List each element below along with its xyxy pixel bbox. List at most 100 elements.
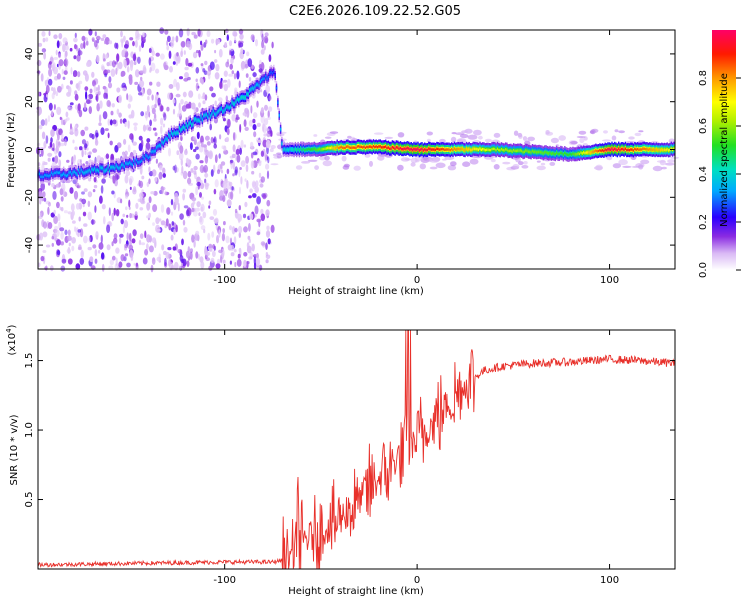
speckle-mark bbox=[261, 33, 264, 42]
speckle-mark bbox=[88, 236, 91, 243]
ridge-segment bbox=[201, 118, 204, 121]
ridge-segment bbox=[511, 150, 513, 153]
ridge-segment bbox=[367, 145, 369, 149]
ridge-segment bbox=[568, 153, 570, 157]
ridge-segment bbox=[565, 153, 567, 156]
speckle-mark bbox=[214, 72, 220, 80]
speckle-mark bbox=[153, 190, 158, 196]
speckle-mark bbox=[110, 68, 116, 78]
speckle-mark bbox=[204, 172, 209, 178]
ridge-segment bbox=[193, 118, 196, 121]
ridge-segment bbox=[81, 171, 84, 174]
speckle-mark bbox=[66, 159, 70, 163]
speckle-mark bbox=[224, 187, 227, 196]
speckle-mark bbox=[155, 228, 161, 232]
speckle-mark bbox=[242, 112, 246, 116]
speckle-mark bbox=[238, 80, 241, 88]
speckle-mark bbox=[536, 165, 546, 171]
speckle-mark bbox=[92, 38, 95, 42]
speckle-mark bbox=[193, 165, 198, 171]
speckle-mark bbox=[545, 131, 554, 136]
ridge-segment bbox=[127, 162, 130, 165]
speckle-mark bbox=[200, 40, 203, 46]
ridge-segment bbox=[147, 156, 150, 160]
speckle-mark bbox=[426, 138, 431, 143]
speckle-mark bbox=[126, 66, 130, 73]
colorbar-ticks: 0.0 0.2 0.4 0.6 0.8 bbox=[698, 70, 741, 278]
ridge-segment bbox=[514, 149, 516, 152]
speckle-mark bbox=[229, 260, 232, 265]
ridge-segment bbox=[180, 129, 182, 132]
speckle-mark bbox=[151, 107, 156, 115]
ridge-segment bbox=[662, 149, 664, 152]
speckle-mark bbox=[208, 150, 213, 160]
ridge-segment bbox=[228, 106, 231, 109]
speckle-mark bbox=[78, 244, 82, 250]
speckle-mark bbox=[260, 176, 265, 183]
speckle-mark bbox=[180, 99, 184, 105]
speckle-mark bbox=[180, 262, 183, 267]
speckle-mark bbox=[139, 79, 145, 88]
speckle-mark bbox=[165, 218, 169, 227]
speckle-mark bbox=[84, 143, 88, 149]
ridge-segment bbox=[341, 146, 344, 149]
speckle-mark bbox=[269, 148, 274, 153]
ridge-segment bbox=[305, 148, 307, 151]
speckle-mark bbox=[450, 161, 457, 167]
speckle-mark bbox=[73, 73, 77, 78]
ridge-segment bbox=[72, 171, 74, 174]
ridge-segment bbox=[119, 166, 121, 169]
ridge-segment bbox=[561, 152, 563, 155]
ridge-segment bbox=[142, 155, 144, 158]
speckle-mark bbox=[169, 261, 174, 271]
ridge-segment bbox=[597, 149, 600, 153]
ridge-segment bbox=[591, 150, 593, 154]
speckle-mark bbox=[106, 69, 111, 74]
speckle-mark bbox=[122, 87, 127, 92]
speckle-mark bbox=[125, 194, 128, 199]
speckle-mark bbox=[175, 93, 181, 98]
speckle-mark bbox=[134, 69, 140, 78]
speckle-mark bbox=[131, 238, 136, 244]
speckle-mark bbox=[187, 177, 192, 185]
speckle-mark bbox=[502, 161, 511, 165]
spectrogram-y-tick-label: 0 bbox=[24, 146, 35, 152]
speckle-mark bbox=[473, 139, 480, 143]
speckle-mark bbox=[222, 228, 225, 234]
ridge-segment bbox=[231, 101, 233, 104]
speckle-mark bbox=[230, 244, 235, 251]
speckle-mark bbox=[603, 130, 608, 134]
speckle-mark bbox=[145, 111, 148, 115]
speckle-mark bbox=[112, 175, 116, 184]
ridge-segment bbox=[620, 147, 623, 151]
speckle-mark bbox=[135, 262, 139, 267]
speckle-mark bbox=[92, 189, 96, 193]
speckle-mark bbox=[108, 220, 112, 225]
ridge-segment bbox=[123, 165, 125, 168]
ridge-segment bbox=[368, 145, 371, 148]
speckle-mark bbox=[450, 136, 457, 143]
speckle-mark bbox=[201, 196, 204, 200]
speckle-mark bbox=[353, 165, 361, 171]
speckle-mark bbox=[170, 234, 174, 241]
speckle-mark bbox=[236, 154, 241, 163]
ridge-segment bbox=[378, 145, 380, 148]
speckle-mark bbox=[69, 80, 73, 85]
speckle-mark bbox=[155, 52, 160, 57]
speckle-mark bbox=[73, 190, 79, 200]
speckle-mark bbox=[490, 158, 496, 163]
speckle-mark bbox=[250, 34, 255, 41]
speckle-mark bbox=[225, 136, 230, 143]
speckle-mark bbox=[256, 231, 261, 236]
ridge-segment bbox=[112, 166, 115, 169]
speckle-mark bbox=[74, 32, 77, 38]
speckle-mark bbox=[252, 151, 258, 156]
ridge-segment bbox=[294, 147, 297, 151]
speckle-mark bbox=[61, 133, 64, 141]
speckle-mark bbox=[57, 132, 60, 141]
speckle-mark bbox=[174, 196, 179, 206]
speckle-mark bbox=[168, 84, 174, 89]
speckle-mark bbox=[230, 252, 235, 257]
speckle-mark bbox=[85, 91, 88, 100]
speckle-mark bbox=[195, 230, 200, 236]
